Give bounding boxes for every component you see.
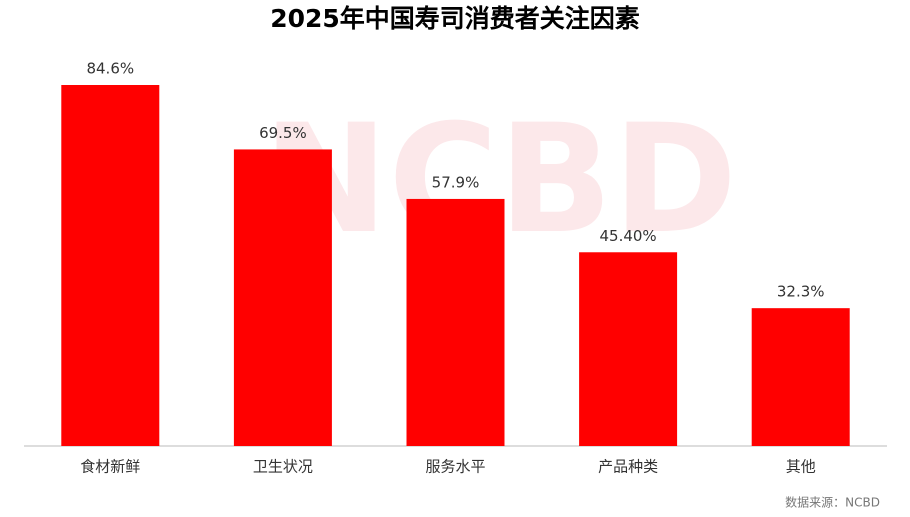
x-tick-label: 产品种类 <box>598 458 658 476</box>
value-label: 69.5% <box>259 124 307 142</box>
value-label: 84.6% <box>86 60 134 78</box>
source-note: 数据来源：NCBD <box>785 495 880 510</box>
value-label: 45.40% <box>599 227 656 245</box>
x-tick-label: 服务水平 <box>425 458 485 476</box>
bar <box>233 149 332 446</box>
value-label: 57.9% <box>432 173 480 191</box>
chart-title: 2025年中国寿司消费者关注因素 <box>270 4 640 33</box>
bar <box>579 252 678 446</box>
x-tick-label: 食材新鲜 <box>80 458 140 476</box>
value-label: 32.3% <box>777 283 825 301</box>
bar <box>751 308 850 446</box>
x-tick-label: 其他 <box>786 458 816 476</box>
bar <box>61 85 160 446</box>
x-tick-label: 卫生状况 <box>253 458 313 476</box>
bar <box>406 198 505 446</box>
